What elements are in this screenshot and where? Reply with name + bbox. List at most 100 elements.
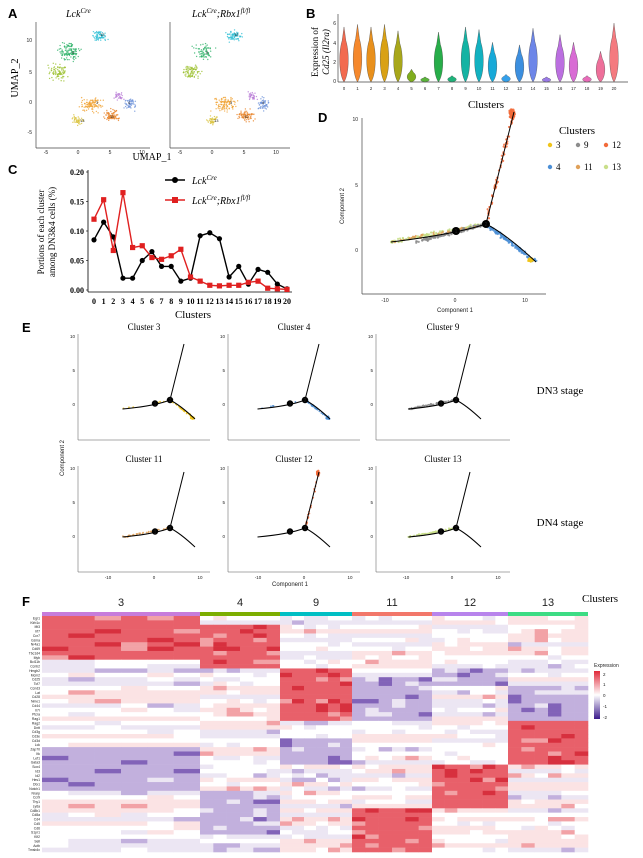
heatmap-cell	[405, 725, 419, 730]
line-xtick: 19	[273, 297, 281, 306]
umap-point	[119, 97, 121, 99]
heatmap-cell	[534, 795, 549, 800]
heatmap-cell	[121, 817, 148, 822]
umap-point	[207, 47, 209, 49]
heatmap-cell	[292, 830, 305, 835]
umap-point	[98, 103, 100, 106]
heatmap-cell	[378, 629, 393, 634]
heatmap-cell	[316, 650, 329, 656]
heatmap-cell	[432, 817, 445, 822]
heatmap-cell	[352, 773, 366, 779]
heatmap-cell	[470, 633, 483, 639]
heatmap-cell	[418, 817, 433, 822]
heatmap-cell	[352, 694, 366, 700]
heatmap-cell	[457, 672, 471, 678]
heatmap-cell	[548, 773, 562, 779]
heatmap-cell	[240, 707, 254, 713]
heatmap-cell	[508, 834, 522, 840]
heatmap-cell	[147, 668, 174, 674]
violin-xtick: 2	[370, 86, 373, 91]
heatmap-cell	[495, 677, 509, 682]
heatmap-cell	[508, 847, 522, 853]
heatmap-cell	[173, 825, 201, 831]
heatmap-cell	[280, 742, 293, 748]
heatmap-cell	[340, 620, 353, 626]
heatmap-cell	[121, 738, 148, 744]
series-point	[120, 190, 126, 196]
heatmap-cell	[226, 659, 241, 665]
umap-point	[67, 51, 69, 53]
e-xtick: 10	[197, 575, 203, 580]
heatmap-cell	[405, 685, 419, 691]
e-ytick: 10	[70, 466, 76, 471]
heatmap-cell	[240, 799, 254, 805]
heatmap-cell	[470, 629, 483, 634]
heatmap-cell	[548, 620, 562, 626]
series-point	[91, 237, 97, 243]
heatmap-cell	[561, 690, 575, 695]
heatmap-cell	[457, 843, 471, 848]
heatmap-cell	[292, 699, 305, 704]
heatmap-cell	[457, 812, 471, 818]
heatmap-cell	[378, 782, 393, 787]
heatmap-cell	[280, 672, 293, 678]
umap-point	[223, 103, 226, 106]
umap-point	[249, 95, 252, 98]
umap-point	[70, 49, 72, 52]
heatmap-cell	[508, 629, 522, 634]
heatmap-cell	[226, 664, 241, 669]
heatmap-cell	[432, 782, 445, 787]
heatmap-cell	[266, 646, 281, 652]
heatmap-cell	[365, 764, 379, 770]
umap-point	[240, 112, 242, 114]
heatmap-cell	[508, 677, 522, 682]
heatmap-cell	[213, 616, 227, 621]
umap-point	[111, 112, 113, 115]
heatmap-cell	[304, 707, 317, 713]
heatmap-cell	[352, 725, 366, 730]
heatmap-cell	[432, 734, 445, 739]
umap-point	[248, 94, 251, 96]
heatmap-cell	[226, 725, 241, 730]
heatmap-cell	[328, 799, 341, 805]
heatmap-cell	[405, 777, 419, 783]
heatmap-cell	[508, 751, 522, 757]
heatmap-cell	[495, 659, 509, 665]
umap-point	[110, 117, 112, 120]
heatmap-cell	[121, 825, 148, 831]
heatmap-cell	[444, 755, 458, 761]
heatmap-cell	[521, 633, 535, 639]
umap-point	[97, 37, 100, 40]
heatmap-cell	[147, 768, 174, 774]
umap-point	[230, 38, 232, 40]
heatmap-cell	[470, 712, 483, 717]
legend-lckcre-rbx1: LckCre;Rbx1fl/fl	[191, 194, 250, 207]
heatmap-cell	[316, 751, 329, 757]
heatmap-cell	[534, 821, 549, 827]
series-point	[207, 230, 213, 236]
heatmap-cell	[240, 734, 254, 739]
heatmap-cell	[457, 782, 471, 787]
e-ytick: 5	[72, 500, 75, 505]
umap-point	[67, 76, 69, 78]
heatmap-cell	[495, 734, 509, 739]
heatmap-cell	[470, 764, 483, 770]
umap-point	[66, 49, 68, 52]
umap-point	[111, 115, 114, 117]
heatmap-cell	[147, 633, 174, 639]
heatmap-cell	[444, 616, 458, 621]
heatmap-cell	[328, 694, 341, 700]
heatmap-cell	[534, 624, 549, 630]
heatmap-cell	[418, 633, 433, 639]
umap-point	[73, 48, 75, 50]
series-point	[158, 263, 165, 269]
heatmap-cell	[121, 742, 148, 748]
umap-ytick: 10	[26, 38, 32, 44]
line-xtick: 15	[235, 297, 243, 306]
umap-point	[237, 117, 239, 120]
umap-point	[53, 71, 55, 73]
heatmap-cell	[482, 712, 496, 717]
heatmap-cell	[405, 782, 419, 787]
heatmap-gene-label: Tmsb4x	[28, 848, 40, 852]
